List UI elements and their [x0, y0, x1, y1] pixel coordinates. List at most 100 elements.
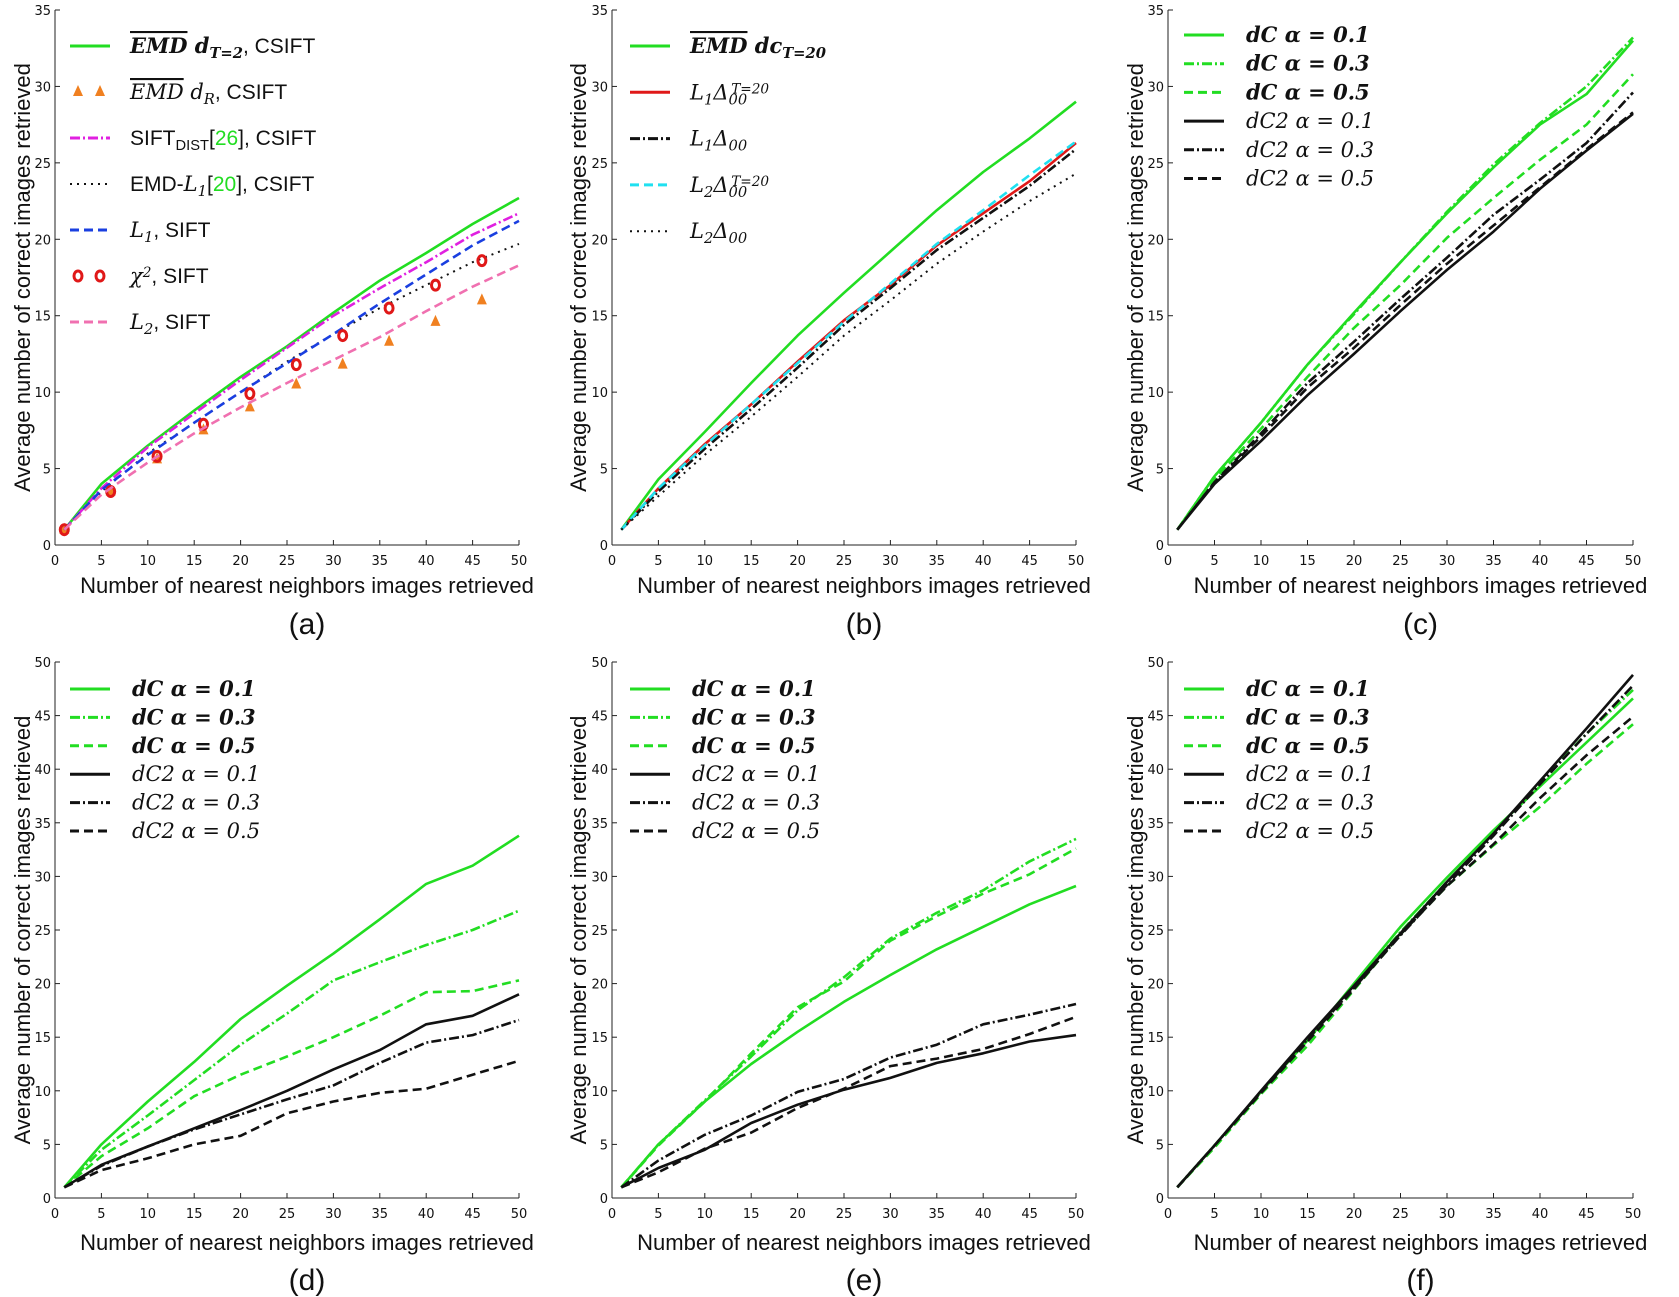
series-line [63, 909, 520, 1189]
legend-entry: dC α = 0.1 [630, 676, 816, 701]
data-point [151, 449, 163, 463]
legend-text: d [187, 33, 209, 58]
x-tick-label: 20 [1346, 554, 1363, 569]
legend-label: dC2 α = 0.3 [1246, 138, 1374, 162]
series-line [620, 847, 1077, 1189]
legend-subscript: DIST [176, 138, 209, 154]
y-tick-label: 30 [591, 80, 608, 95]
y-tick-label: 50 [591, 656, 608, 671]
x-tick-label: 35 [1485, 554, 1502, 569]
y-tick-label: 5 [600, 1138, 608, 1153]
x-tick-label: 10 [1253, 554, 1270, 569]
x-tick-label: 5 [654, 1207, 662, 1222]
data-point [290, 358, 302, 372]
y-tick-label: 0 [1156, 539, 1164, 554]
legend-superscript: T=20 [731, 81, 769, 97]
legend-text: dC α = 0.1 [132, 676, 256, 701]
x-tick-label: 10 [140, 554, 157, 569]
legend-entry: dC α = 0.5 [630, 733, 816, 758]
x-tick-label: 0 [1164, 1207, 1172, 1222]
legend-entry: L2, SIFT [70, 310, 211, 338]
x-tick-label: 25 [1392, 1207, 1409, 1222]
legend-label: dC2 α = 0.1 [132, 762, 260, 786]
subplot-d: 0 5 10 15 20 25 30 35 40 45 50 0 5 10 15 20 25 30 35 40 45 50… [10, 656, 534, 1297]
legend-subscript: R [203, 91, 215, 108]
legend-entry: dC2 α = 0.3 [1184, 138, 1374, 162]
legend-text: dC2 α = 0.5 [1246, 167, 1374, 191]
legend-subscript: 2 [703, 183, 713, 200]
x-tick-label: 20 [789, 554, 806, 569]
y-tick-label: 20 [1147, 233, 1164, 248]
y-tick-label: 0 [600, 539, 608, 554]
y-tick-label: 35 [1147, 817, 1164, 832]
legend-label: dC α = 0.1 [1246, 22, 1370, 47]
series-6 [63, 264, 520, 531]
y-tick-label: 35 [34, 4, 51, 19]
legend-subscript: 1 [144, 229, 153, 246]
legend-math-hat: EMD [129, 80, 184, 104]
series-5 [1176, 111, 1634, 531]
y-tick-label: 45 [1147, 710, 1164, 725]
x-tick-label: 15 [1299, 554, 1316, 569]
series-line [620, 172, 1077, 531]
series-line [620, 100, 1077, 531]
y-tick-label: 0 [43, 539, 51, 554]
legend-text: , SIFT [153, 311, 210, 334]
subplot-caption: (f) [1406, 1264, 1434, 1297]
legend-text: d [184, 80, 204, 104]
y-tick-label: 25 [1147, 157, 1164, 172]
legend-label: L2Δ00T=20 [689, 173, 769, 201]
series-line [63, 834, 520, 1189]
legend-text: dC α = 0.5 [692, 733, 816, 758]
data-point [244, 387, 256, 401]
x-tick-label: 30 [882, 1207, 899, 1222]
legend-text: L [183, 172, 198, 196]
y-tick-label: 15 [591, 1031, 608, 1046]
legend-label: EMD dcT=20 [689, 33, 827, 62]
legend-text: , CSIFT [215, 81, 288, 104]
series-3 [63, 993, 520, 1189]
series-5 [620, 1015, 1077, 1189]
legend-text: dC2 α = 0.1 [692, 762, 820, 786]
y-tick-label: 15 [1147, 310, 1164, 325]
legend-entry: dC α = 0.3 [1184, 51, 1370, 76]
y-tick-label: 40 [591, 763, 608, 778]
legend-entry: L2Δ00T=20 [630, 173, 769, 201]
y-tick-label: 35 [591, 817, 608, 832]
legend-entry: EMD dR, CSIFT [73, 80, 287, 108]
y-tick-label: 35 [34, 817, 51, 832]
series-line [63, 1018, 520, 1189]
series-4 [63, 1018, 520, 1189]
y-tick-label: 25 [34, 157, 51, 172]
legend-superscript: 2 [142, 265, 152, 281]
data-point [337, 357, 348, 369]
y-tick-label: 30 [1147, 870, 1164, 885]
legend-superscript: T=20 [731, 174, 769, 190]
legend-entry: dC α = 0.5 [1184, 733, 1370, 758]
series-5 [63, 1059, 520, 1189]
legend-text: dC2 α = 0.3 [1246, 791, 1374, 815]
series-1 [1176, 36, 1634, 531]
legend-label: dC α = 0.3 [1246, 51, 1370, 76]
legend-text: [ [209, 127, 215, 150]
x-tick-label: 0 [608, 554, 616, 569]
legend-label: dC2 α = 0.3 [692, 791, 820, 815]
y-axis-label: Average number of correct images retriev… [1123, 716, 1148, 1145]
data-point [476, 254, 488, 268]
series-0 [620, 100, 1077, 531]
series-line [1176, 715, 1634, 1189]
x-tick-label: 15 [186, 1207, 203, 1222]
x-tick-label: 40 [975, 554, 992, 569]
data-point [476, 293, 487, 305]
legend-entry: L1Δ00 [630, 127, 747, 154]
x-tick-label: 35 [929, 554, 946, 569]
legend-label: dC α = 0.3 [132, 704, 256, 729]
legend-entry: dC α = 0.1 [1184, 676, 1370, 701]
legend-label: L2Δ00 [689, 219, 747, 247]
legend-entry: dC α = 0.5 [70, 733, 256, 758]
x-tick-label: 30 [882, 554, 899, 569]
subplot-caption: (a) [289, 608, 326, 641]
legend-label: dC2 α = 0.1 [692, 762, 820, 786]
x-tick-label: 40 [418, 554, 435, 569]
y-tick-label: 25 [591, 157, 608, 172]
